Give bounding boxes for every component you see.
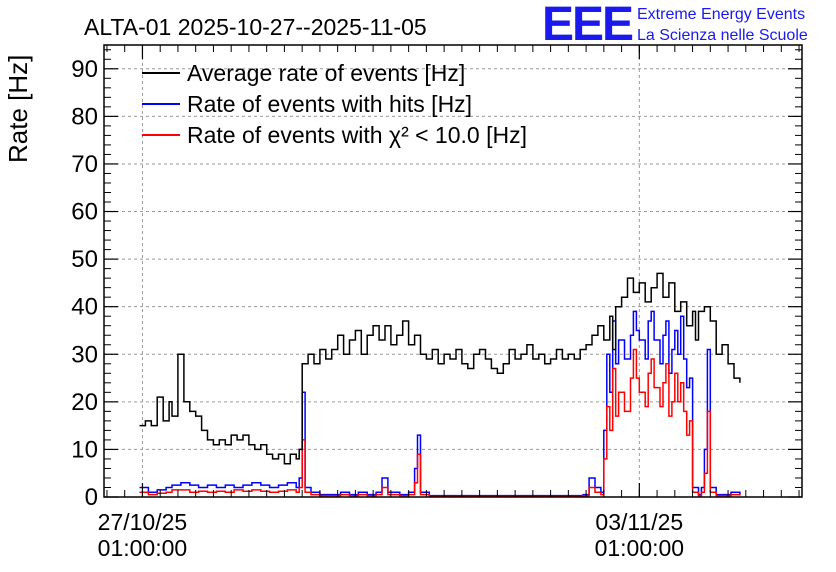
- plot-frame: [103, 44, 803, 498]
- y-tick-label: 90: [71, 56, 98, 83]
- y-tick-label: 30: [71, 341, 98, 368]
- y-axis-label: Rate [Hz]: [3, 55, 33, 163]
- y-tick-label: 20: [71, 389, 98, 416]
- x-tick-label-time: 01:00:00: [595, 535, 685, 561]
- eee-logo-mark: EEE: [542, 0, 633, 51]
- y-tick-label: 60: [71, 199, 98, 226]
- y-tick-label: 80: [71, 103, 98, 130]
- grid: [104, 45, 802, 497]
- legend-label-2: Rate of events with hits [Hz]: [187, 91, 472, 117]
- series-line-1: [139, 272, 741, 465]
- legend-label-1: Average rate of events [Hz]: [187, 60, 465, 86]
- series-line-2: [139, 310, 741, 497]
- y-tick-label: 50: [71, 246, 98, 273]
- y-axis-ticks: 0 10 20 30 40 50 60 70 80 90: [71, 49, 802, 511]
- chart-title: ALTA-01 2025-10-27--2025-11-05: [84, 14, 427, 40]
- legend-label-3: Rate of events with χ² < 10.0 [Hz]: [187, 122, 527, 148]
- eee-logo-line1: Extreme Energy Events: [637, 6, 805, 23]
- legend: Average rate of events [Hz] Rate of event…: [142, 60, 527, 148]
- x-tick-label-date: 27/10/25: [98, 509, 188, 535]
- y-tick-label: 70: [71, 151, 98, 178]
- eee-logo-line2: La Scienza nelle Scuole: [637, 27, 808, 44]
- y-tick-label: 40: [71, 294, 98, 321]
- x-tick-label-date: 03/11/25: [595, 509, 683, 535]
- y-tick-label: 0: [85, 484, 98, 511]
- x-tick-label-time: 01:00:00: [98, 535, 188, 561]
- eee-logo: EEE Extreme Energy Events La Scienza nel…: [542, 0, 808, 51]
- y-tick-label: 10: [71, 436, 98, 463]
